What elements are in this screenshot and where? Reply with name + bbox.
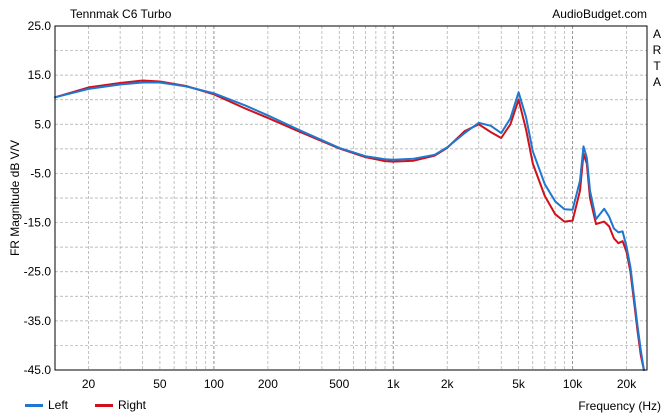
site-credit: AudioBudget.com [552,7,647,21]
y-tick-label: -35.0 [24,314,52,328]
y-tick-label: -15.0 [24,216,52,230]
grid [55,25,647,371]
x-tick-label: 500 [329,377,349,391]
legend-label-right: Right [118,398,147,412]
y-tick-label: -45.0 [24,363,52,377]
plot-frame [54,25,648,371]
y-axis-label: FR Magnitude dB V/V [8,140,22,256]
y-tick-label: -25.0 [24,265,52,279]
series-line-right [54,79,645,371]
legend-swatch-left [25,403,43,407]
y-tick-label: 25.0 [28,19,52,33]
x-tick-label: 10k [563,377,583,391]
x-tick-label: 20k [617,377,637,391]
chart-title: Tennmak C6 Turbo [70,7,172,21]
x-axis-label: Frequency (Hz) [578,399,661,413]
x-tick-label: 1k [387,377,401,391]
x-tick-label: 5k [512,377,526,391]
series-line-left [54,81,645,371]
legend-swatch-right [95,403,113,407]
side-letter: A [653,75,661,89]
y-tick-label: 15.0 [28,68,52,82]
legend-right: Right [95,398,146,412]
x-tick-label: 50 [153,377,167,391]
tick-labels: 25.0 15.0 5.0 -5.0 -15.0 -25.0 -35.0 -45.0 20 50 1… [24,19,638,391]
y-tick-label: -5.0 [30,166,51,180]
side-letter: T [653,59,661,73]
x-tick-label: 20 [82,377,96,391]
x-tick-label: 2k [441,377,455,391]
legend-left: Left [25,398,68,412]
y-tick-label: 5.0 [34,117,51,131]
legend-label-left: Left [48,398,69,412]
x-tick-label: 100 [204,377,224,391]
x-tick-label: 200 [258,377,278,391]
series-lines [54,79,645,371]
side-letter: R [653,43,662,57]
side-letter: A [653,27,661,41]
